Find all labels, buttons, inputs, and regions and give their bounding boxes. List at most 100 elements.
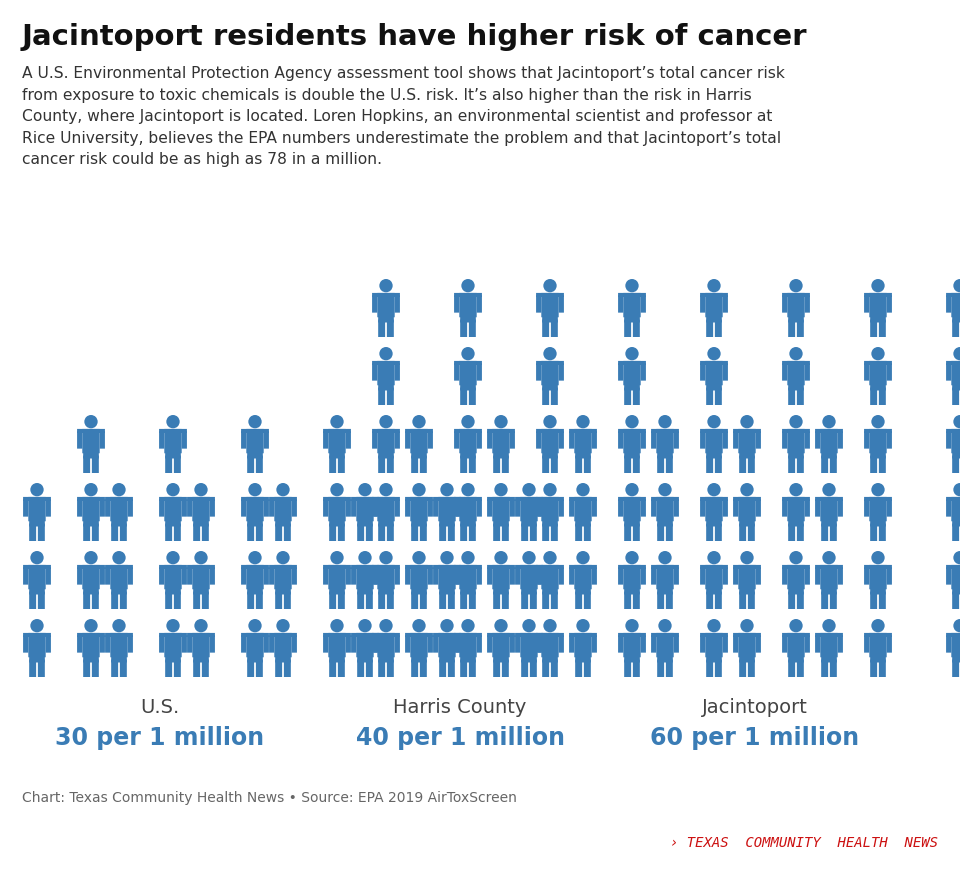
FancyBboxPatch shape (946, 636, 951, 652)
FancyBboxPatch shape (209, 500, 215, 517)
FancyBboxPatch shape (723, 431, 728, 449)
Circle shape (441, 483, 454, 496)
FancyBboxPatch shape (28, 633, 46, 658)
Circle shape (522, 619, 536, 632)
FancyBboxPatch shape (878, 524, 886, 541)
FancyBboxPatch shape (105, 500, 110, 517)
FancyBboxPatch shape (739, 657, 755, 663)
FancyBboxPatch shape (373, 567, 379, 585)
FancyBboxPatch shape (247, 592, 254, 610)
FancyBboxPatch shape (329, 660, 336, 677)
FancyBboxPatch shape (37, 660, 45, 677)
FancyBboxPatch shape (946, 633, 960, 638)
FancyBboxPatch shape (247, 660, 254, 677)
Circle shape (441, 552, 454, 565)
FancyBboxPatch shape (256, 660, 263, 677)
FancyBboxPatch shape (878, 660, 886, 677)
FancyBboxPatch shape (192, 497, 209, 522)
FancyBboxPatch shape (83, 633, 100, 658)
FancyBboxPatch shape (159, 567, 164, 585)
FancyBboxPatch shape (357, 524, 364, 541)
FancyBboxPatch shape (487, 633, 515, 638)
FancyBboxPatch shape (624, 320, 631, 338)
Circle shape (31, 483, 43, 496)
Circle shape (789, 619, 803, 632)
FancyBboxPatch shape (256, 592, 263, 610)
FancyBboxPatch shape (559, 431, 564, 449)
FancyBboxPatch shape (468, 456, 476, 474)
FancyBboxPatch shape (951, 497, 960, 522)
FancyBboxPatch shape (733, 636, 738, 652)
FancyBboxPatch shape (674, 636, 679, 652)
FancyBboxPatch shape (269, 500, 275, 517)
Circle shape (576, 552, 589, 565)
FancyBboxPatch shape (324, 497, 351, 502)
Circle shape (462, 619, 474, 632)
FancyBboxPatch shape (748, 524, 755, 541)
FancyBboxPatch shape (723, 636, 728, 652)
FancyBboxPatch shape (439, 524, 446, 541)
FancyBboxPatch shape (530, 660, 537, 677)
FancyBboxPatch shape (356, 497, 373, 522)
FancyBboxPatch shape (633, 524, 639, 541)
FancyBboxPatch shape (193, 589, 209, 595)
FancyBboxPatch shape (815, 430, 843, 433)
FancyBboxPatch shape (460, 660, 468, 677)
FancyBboxPatch shape (870, 317, 886, 323)
FancyBboxPatch shape (456, 567, 461, 585)
FancyBboxPatch shape (542, 453, 558, 459)
FancyBboxPatch shape (618, 296, 623, 313)
FancyBboxPatch shape (269, 633, 297, 638)
FancyBboxPatch shape (405, 500, 410, 517)
Circle shape (789, 483, 803, 496)
FancyBboxPatch shape (165, 521, 180, 527)
FancyBboxPatch shape (738, 633, 756, 658)
FancyBboxPatch shape (164, 497, 181, 522)
Circle shape (249, 416, 262, 429)
FancyBboxPatch shape (521, 657, 537, 663)
FancyBboxPatch shape (623, 497, 640, 522)
FancyBboxPatch shape (84, 657, 99, 663)
FancyBboxPatch shape (575, 521, 590, 527)
FancyBboxPatch shape (324, 431, 328, 449)
Circle shape (740, 416, 754, 429)
FancyBboxPatch shape (477, 636, 482, 652)
FancyBboxPatch shape (551, 524, 558, 541)
Circle shape (953, 280, 960, 293)
FancyBboxPatch shape (738, 430, 756, 453)
FancyBboxPatch shape (439, 521, 455, 527)
FancyBboxPatch shape (536, 364, 541, 381)
FancyBboxPatch shape (584, 592, 590, 610)
Circle shape (543, 347, 557, 361)
FancyBboxPatch shape (373, 636, 379, 652)
FancyBboxPatch shape (468, 320, 476, 338)
FancyBboxPatch shape (633, 456, 639, 474)
FancyBboxPatch shape (584, 524, 590, 541)
FancyBboxPatch shape (460, 456, 468, 474)
FancyBboxPatch shape (815, 566, 843, 569)
FancyBboxPatch shape (83, 430, 100, 453)
FancyBboxPatch shape (247, 521, 263, 527)
FancyBboxPatch shape (77, 500, 83, 517)
FancyBboxPatch shape (788, 320, 795, 338)
FancyBboxPatch shape (624, 592, 631, 610)
FancyBboxPatch shape (454, 431, 459, 449)
FancyBboxPatch shape (187, 636, 192, 652)
FancyBboxPatch shape (493, 524, 500, 541)
Circle shape (276, 483, 290, 496)
FancyBboxPatch shape (420, 592, 427, 610)
Circle shape (708, 347, 721, 361)
FancyBboxPatch shape (378, 320, 385, 338)
FancyBboxPatch shape (530, 524, 537, 541)
Circle shape (522, 483, 536, 496)
FancyBboxPatch shape (111, 592, 118, 610)
FancyBboxPatch shape (433, 497, 461, 502)
FancyBboxPatch shape (84, 524, 90, 541)
FancyBboxPatch shape (521, 521, 537, 527)
FancyBboxPatch shape (181, 567, 187, 585)
Circle shape (379, 619, 393, 632)
FancyBboxPatch shape (804, 364, 810, 381)
FancyBboxPatch shape (329, 524, 336, 541)
FancyBboxPatch shape (492, 633, 510, 658)
Circle shape (84, 483, 98, 496)
